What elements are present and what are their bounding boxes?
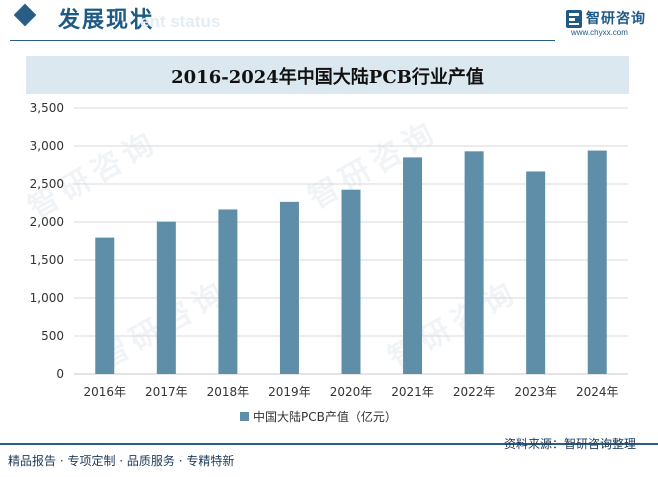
bar <box>587 150 607 374</box>
bar <box>156 221 176 374</box>
footer-tagline: 精品报告 · 专项定制 · 品质服务 · 专精特新 <box>8 454 235 468</box>
footer-rule <box>0 443 658 445</box>
logo: 智研咨询 www.chyxx.com <box>566 6 650 42</box>
y-tick-label: 3,000 <box>30 139 64 153</box>
x-tick-label: 2017年 <box>145 385 188 399</box>
x-tick-label: 2020年 <box>330 385 373 399</box>
y-tick-label: 0 <box>56 367 64 381</box>
section-subtitle: ent status <box>140 12 221 31</box>
x-tick-label: 2023年 <box>514 385 557 399</box>
y-axis-ticks: 0 500 1,000 1,500 2,000 2,500 3,000 3,500 <box>30 101 64 381</box>
bar <box>95 237 115 374</box>
chart-title-band: 2016-2024年中国大陆PCB行业产值 <box>26 56 629 94</box>
legend-swatch <box>240 412 249 421</box>
bar <box>464 151 484 374</box>
chart-title: 2016-2024年中国大陆PCB行业产值 <box>171 67 484 88</box>
bar <box>341 189 361 374</box>
section-title: 发展现状 <box>58 8 155 33</box>
y-tick-label: 500 <box>41 329 64 343</box>
bar <box>279 201 299 374</box>
data-source: 资料来源：智研咨询整理 <box>504 437 637 451</box>
x-tick-label: 2016年 <box>84 385 127 399</box>
bars <box>95 150 607 374</box>
logo-text: 智研咨询 <box>586 11 646 27</box>
header: 发展现状 ent status 智研咨询 www.chyxx.com <box>0 0 658 42</box>
x-tick-label: 2021年 <box>391 385 434 399</box>
y-tick-label: 1,500 <box>30 253 64 267</box>
header-rule <box>10 40 555 41</box>
x-tick-label: 2022年 <box>453 385 496 399</box>
bar <box>218 209 238 374</box>
logo-icon <box>566 10 582 28</box>
legend-label: 中国大陆PCB产值（亿元） <box>253 409 397 424</box>
legend: 中国大陆PCB产值（亿元） <box>240 409 397 424</box>
x-tick-label: 2019年 <box>268 385 311 399</box>
x-tick-label: 2018年 <box>207 385 250 399</box>
y-tick-label: 2,500 <box>30 177 64 191</box>
x-tick-label: 2024年 <box>576 385 619 399</box>
y-tick-label: 3,500 <box>30 101 64 115</box>
bar <box>403 157 423 374</box>
bar <box>526 171 546 374</box>
y-tick-label: 1,000 <box>30 291 64 305</box>
x-axis-ticks: 2016年 2017年 2018年 2019年 2020年 2021年 2022年 2023年… <box>84 385 619 399</box>
y-tick-label: 2,000 <box>30 215 64 229</box>
logo-url: www.chyxx.com <box>571 28 628 37</box>
